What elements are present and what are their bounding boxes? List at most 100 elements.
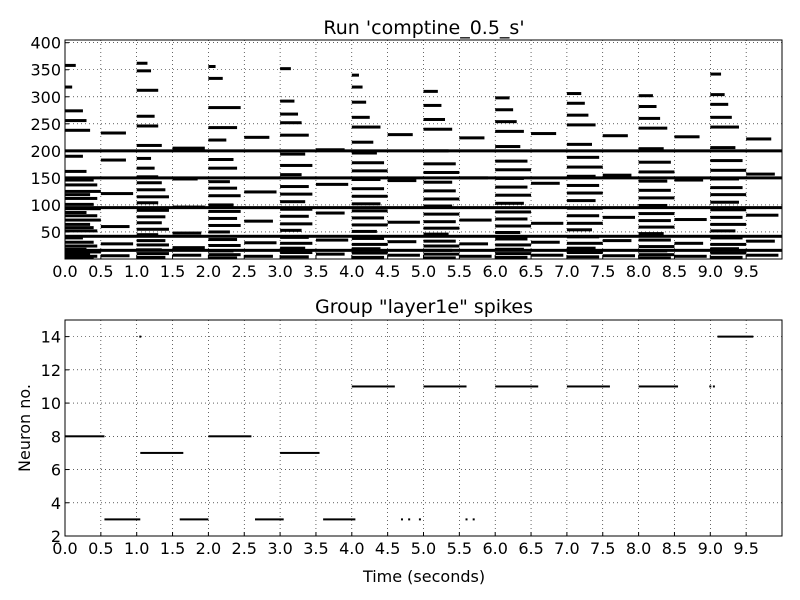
top-spike-burst [638,160,671,164]
top-spike-burst [638,196,675,200]
top-spike-burst [351,169,388,173]
top-spike-burst [244,254,273,258]
top-spike-burst [423,162,456,166]
top-spike-burst [65,193,91,197]
top-spike-burst [100,242,134,246]
top-spike-burst [65,178,94,182]
top-spike-burst [315,238,349,242]
top-spike-burst [566,255,600,259]
top-spike-burst [280,99,295,103]
top-spike-burst [65,176,782,180]
bottom-xtick-label: 1.5 [160,539,185,558]
bottom-xtick-label: 0.5 [88,539,113,558]
top-spike-burst [351,115,370,119]
top-spike-burst [602,254,636,258]
top-spike-burst [423,204,453,208]
top-spike-burst [710,146,736,150]
top-spike-burst [136,255,166,259]
top-ytick-label: 300 [30,88,61,107]
top-spike-burst [351,247,381,251]
top-spike-burst [280,207,313,211]
bottom-ytick-label: 2 [51,527,61,546]
top-spike-burst [136,239,166,243]
bottom-chart-title: Group "layer1e" spikes [315,296,533,318]
top-spike-burst [136,208,169,212]
top-spike-burst [531,253,564,257]
top-xtick-label: 4.0 [339,262,364,281]
top-spike-burst [351,85,363,89]
bottom-xtick-label: 8.5 [662,539,687,558]
top-spike-burst [495,129,524,133]
top-spike-burst [351,187,385,191]
top-spike-burst [65,250,101,254]
top-spike-burst [351,178,381,182]
top-spike-burst [423,170,460,174]
bottom-xtick-label: 3.0 [267,539,292,558]
top-spike-burst [531,132,557,136]
top-spike-burst [531,240,560,244]
top-spike-burst [65,169,87,173]
top-raster-plot: Run 'comptine_0.5_s' 0.0 0.5 1.0 1.5 2.0 2.5 3… [30,17,783,281]
top-spike-burst [423,220,456,224]
top-spike-burst [136,61,148,65]
top-spike-burst [280,251,313,255]
bottom-spike-dot [408,518,411,521]
bottom-xtick-label: 1.0 [124,539,149,558]
top-spike-burst [459,218,492,222]
top-spike-burst [495,145,521,149]
top-spike-burst [208,238,238,242]
top-spike-burst [423,89,438,93]
top-spike-burst [710,72,722,76]
top-spike-burst [746,239,775,243]
top-spike-burst [495,201,524,205]
top-spike-burst [387,253,420,257]
top-spike-burst [136,233,159,237]
top-spike-burst [208,230,230,234]
bottom-xtick-label: 4.5 [375,539,400,558]
bottom-spike-train [495,385,539,388]
top-spike-burst [423,103,442,107]
top-spike-burst [495,255,528,259]
top-spike-burst [208,223,241,227]
top-spike-burst [387,179,417,183]
top-spike-burst [208,253,241,257]
top-spike-burst [710,215,743,219]
top-spike-burst [638,212,675,216]
top-xtick-label: 5.5 [447,262,472,281]
top-spike-burst [710,208,747,212]
top-xtick-label: 8.5 [662,262,687,281]
bottom-xtick-label: 0.0 [52,539,77,558]
top-spike-burst [566,174,596,178]
top-spike-burst [638,126,668,130]
top-spike-burst [65,248,782,252]
top-spike-burst [459,242,489,246]
top-spike-burst [459,136,485,140]
top-spike-burst [638,116,661,120]
top-spike-burst [280,192,313,196]
top-spike-burst [65,244,98,248]
bottom-xtick-label: 5.0 [411,539,436,558]
top-spike-burst [65,218,101,222]
bottom-spike-dot [709,385,712,388]
top-spike-burst [208,126,238,130]
top-spike-burst [566,123,596,127]
top-spike-burst [566,199,596,203]
top-spike-burst [710,247,739,251]
bottom-ytick-label: 14 [41,328,61,347]
top-spike-burst [746,172,775,176]
top-spike-burst [280,255,309,259]
top-spike-burst [710,222,747,226]
top-xtick-label: 1.5 [160,262,185,281]
top-spike-burst [638,147,664,151]
top-spike-burst [280,112,299,116]
top-spike-burst [280,152,306,156]
top-spike-burst [710,102,729,106]
top-spike-burst [495,231,521,235]
top-spike-burst [566,183,600,187]
top-xtick-label: 7.5 [590,262,615,281]
bottom-spike-dot [465,518,468,521]
top-spike-burst [208,138,227,142]
top-spike-burst [459,254,492,258]
top-spike-burst [100,254,130,258]
top-spike-burst [423,212,460,216]
